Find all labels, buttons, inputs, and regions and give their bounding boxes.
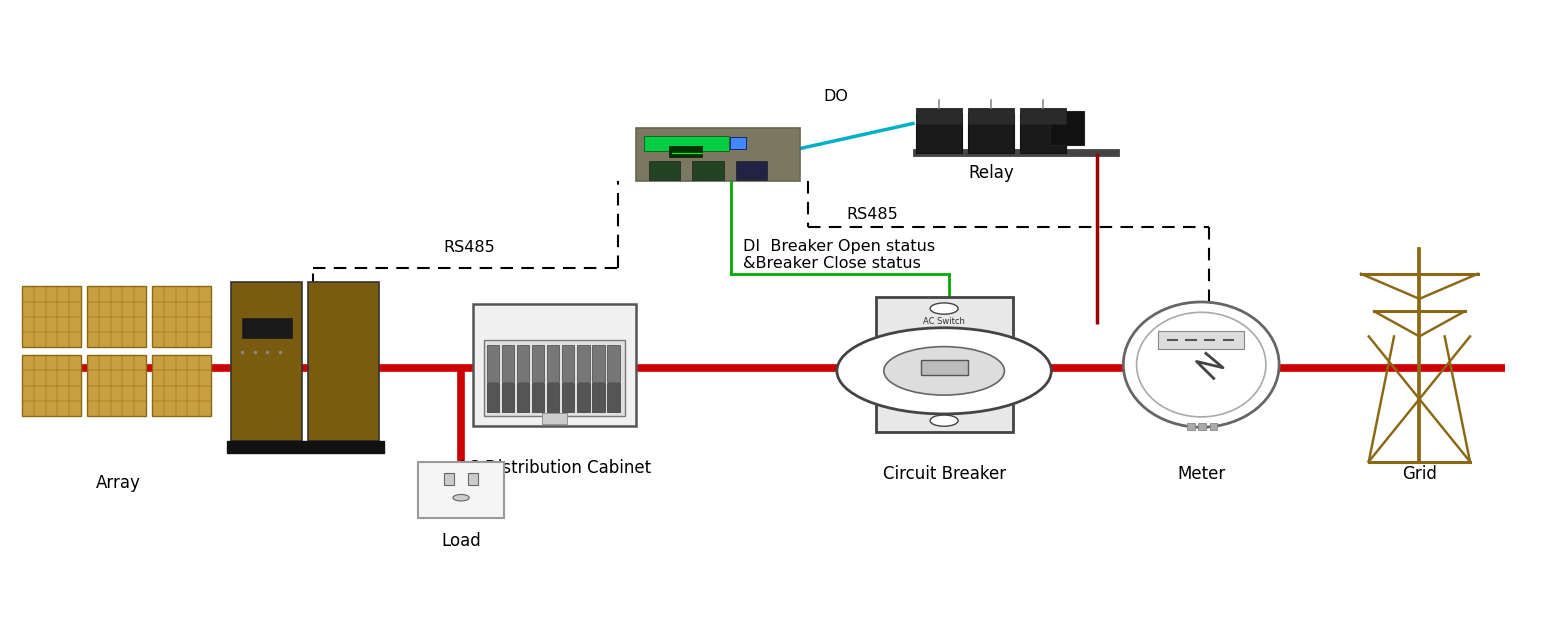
Text: AC Switch: AC Switch xyxy=(923,317,965,326)
Bar xyxy=(87,355,145,416)
Bar xyxy=(517,345,529,382)
Bar xyxy=(532,345,545,382)
Circle shape xyxy=(930,303,958,314)
Bar xyxy=(592,383,604,412)
Text: AC Distribution Cabinet: AC Distribution Cabinet xyxy=(457,459,651,477)
Bar xyxy=(649,161,681,179)
Bar xyxy=(532,383,545,412)
Circle shape xyxy=(453,494,470,501)
Bar xyxy=(607,345,620,382)
Bar xyxy=(22,286,81,347)
Bar xyxy=(308,282,379,442)
Bar xyxy=(578,345,590,382)
Bar xyxy=(592,345,604,382)
Bar xyxy=(542,413,567,424)
Circle shape xyxy=(837,328,1051,414)
Text: Circuit Breaker: Circuit Breaker xyxy=(882,465,1005,483)
Bar xyxy=(1019,108,1066,124)
Bar xyxy=(562,383,574,412)
Bar xyxy=(916,113,962,153)
Bar xyxy=(501,383,514,412)
Bar xyxy=(670,146,702,157)
Bar xyxy=(737,161,768,179)
Bar xyxy=(968,108,1013,124)
Bar xyxy=(921,360,968,375)
Text: RS485: RS485 xyxy=(846,207,899,222)
Bar xyxy=(487,345,500,382)
Bar xyxy=(1158,331,1244,349)
Bar xyxy=(637,128,799,181)
Circle shape xyxy=(930,415,958,426)
Bar xyxy=(153,286,211,347)
Text: Meter: Meter xyxy=(1177,465,1225,483)
Bar xyxy=(87,286,145,347)
Bar xyxy=(693,161,724,179)
Text: Relay: Relay xyxy=(968,164,1013,182)
Bar xyxy=(1199,423,1207,430)
Bar xyxy=(242,318,292,338)
Bar xyxy=(473,304,637,426)
Bar xyxy=(1210,423,1218,430)
Bar xyxy=(517,383,529,412)
Bar xyxy=(226,442,384,453)
Bar xyxy=(546,383,559,412)
Text: Array: Array xyxy=(95,474,140,492)
Bar xyxy=(1051,111,1085,145)
Bar xyxy=(913,149,1119,157)
Circle shape xyxy=(884,347,1004,395)
Bar xyxy=(876,298,1013,432)
Bar xyxy=(607,383,620,412)
Bar xyxy=(487,383,500,412)
Bar xyxy=(578,383,590,412)
Text: RS485: RS485 xyxy=(443,240,495,255)
Bar xyxy=(968,113,1013,153)
Text: DI  Breaker Open status
&Breaker Close status: DI Breaker Open status &Breaker Close st… xyxy=(743,239,935,271)
Ellipse shape xyxy=(1136,313,1266,417)
Bar xyxy=(468,473,478,486)
Bar xyxy=(546,345,559,382)
Bar xyxy=(484,340,626,416)
Bar xyxy=(153,355,211,416)
Text: Load: Load xyxy=(442,532,481,550)
Bar xyxy=(231,282,303,442)
Bar xyxy=(1188,423,1196,430)
Bar xyxy=(418,462,504,518)
Bar xyxy=(729,136,746,150)
Bar xyxy=(501,345,514,382)
Bar xyxy=(645,136,729,150)
Bar xyxy=(445,473,454,486)
Text: Grid: Grid xyxy=(1402,465,1436,483)
Text: DO: DO xyxy=(823,89,848,104)
Bar xyxy=(22,355,81,416)
Bar xyxy=(562,345,574,382)
Bar xyxy=(916,108,962,124)
Bar xyxy=(1019,113,1066,153)
Ellipse shape xyxy=(1124,302,1278,427)
